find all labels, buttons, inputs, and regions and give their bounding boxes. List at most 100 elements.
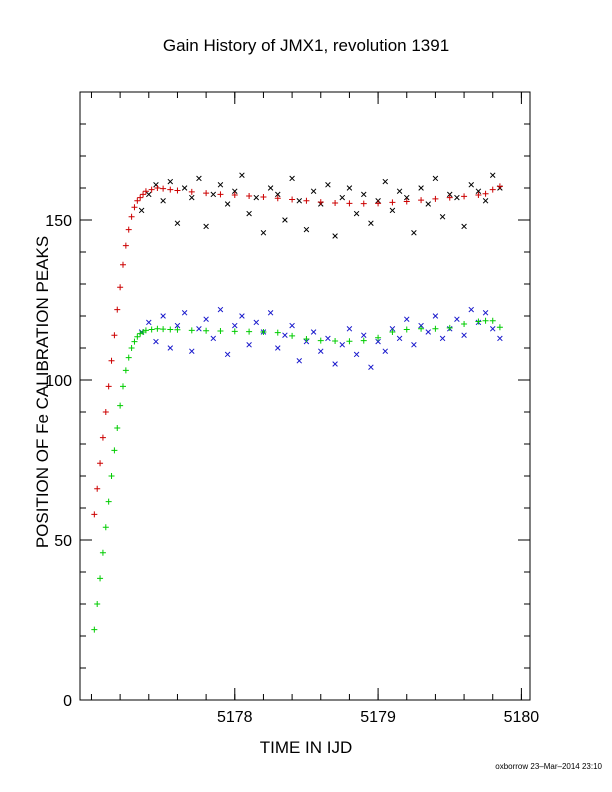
data-point-x [239,172,245,178]
x-tick-label: 5179 [360,709,396,726]
data-point-plus [97,460,104,467]
data-point-plus [119,383,126,390]
data-point-plus [188,188,195,195]
data-point-plus [403,326,410,333]
data-point-x [232,322,238,329]
data-point-plus [97,575,104,582]
data-point-plus [489,186,496,193]
data-point-x [425,201,432,207]
data-point-x [396,335,403,342]
data-point-plus [91,626,98,633]
data-point-plus [289,332,296,339]
data-point-plus [360,337,367,344]
data-point-x [174,322,181,329]
data-point-plus [148,186,155,193]
y-tick-label: 150 [45,213,72,230]
data-point-plus [303,336,310,343]
data-point-plus [119,261,126,268]
data-point-plus [332,337,339,344]
data-point-x [339,194,346,201]
data-point-x [275,345,281,351]
data-point-x [232,188,238,194]
data-point-plus [91,511,98,518]
data-point-plus [128,213,135,220]
data-point-plus [246,328,253,335]
data-point-x [146,319,152,326]
data-point-plus [418,197,425,204]
data-point-x [210,191,217,198]
data-point-x [361,332,367,338]
data-point-x [224,351,231,358]
data-point-plus [108,473,115,479]
data-point-plus [111,332,118,339]
data-point-x [181,185,188,191]
data-point-x [403,316,410,322]
data-point-x [203,223,209,230]
data-point-x [267,185,274,191]
data-point-x [167,345,174,351]
data-point-plus [446,194,453,201]
data-point-plus [432,325,439,332]
data-point-x [325,182,331,188]
data-point-x [289,322,295,329]
data-point-x [482,198,489,204]
data-point-plus [102,409,109,415]
data-point-x [189,194,195,201]
data-point-plus [94,601,101,607]
data-point-x [346,185,353,191]
data-point-x [396,188,403,194]
data-point-plus [154,185,161,191]
data-point-plus [289,196,296,203]
data-point-x [482,310,489,316]
data-point-plus [105,498,112,505]
data-point-plus [389,199,396,206]
data-point-x [282,217,288,223]
data-point-plus [461,321,468,327]
data-point-x [497,335,503,342]
data-point-x [368,220,374,226]
data-point-plus [375,334,382,341]
data-point-plus [99,434,106,441]
data-point-plus [418,325,425,332]
data-point-x [160,313,166,319]
data-point-x [203,316,209,322]
data-point-plus [131,204,138,211]
data-point-plus [274,329,281,336]
data-point-x [353,351,360,358]
data-point-plus [274,195,281,202]
data-point-x [353,210,360,217]
data-point-plus [167,326,174,333]
data-point-plus [117,284,124,291]
data-point-x [332,361,338,367]
data-point-x [282,332,288,338]
data-point-plus [317,337,324,344]
data-point-plus [203,327,210,334]
data-point-x [461,223,467,230]
y-tick-label: 50 [54,533,72,550]
data-point-x [310,329,317,335]
data-point-plus [174,326,181,333]
data-point-x [454,194,460,201]
data-point-plus [114,306,121,313]
data-point-x [153,338,159,345]
data-point-x [375,338,381,345]
data-point-plus [317,199,324,206]
data-point-x [361,191,367,198]
data-point-x [303,226,310,233]
data-point-x [446,191,453,198]
data-point-x [368,364,374,370]
data-point-plus [114,425,121,431]
data-point-x [339,342,346,348]
data-point-plus [375,200,382,207]
data-point-x [475,188,482,194]
data-point-x [489,172,496,178]
data-point-plus [346,200,353,207]
data-point-plus [154,325,161,332]
data-point-x [418,185,424,191]
data-point-plus [360,200,367,207]
data-point-x [439,335,446,342]
data-point-x [267,310,274,316]
data-point-x [389,207,396,214]
data-point-plus [122,242,129,249]
